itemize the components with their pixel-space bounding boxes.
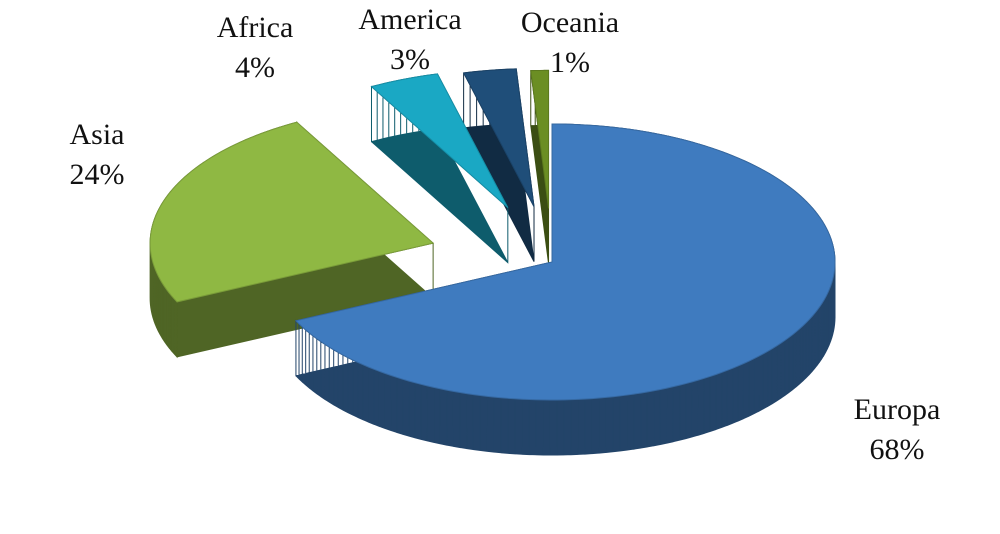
slice <box>370 73 509 208</box>
slice-label: Asia <box>70 118 125 151</box>
slice-label: America <box>358 3 461 36</box>
slice-value-label: 24% <box>70 158 125 191</box>
slice <box>462 68 535 207</box>
slice <box>149 121 435 303</box>
slice-value-label: 68% <box>870 433 925 466</box>
slice-label: Africa <box>217 11 294 44</box>
slice-value-label: 3% <box>390 43 430 76</box>
slice-label: Europa <box>854 393 941 426</box>
slice <box>530 69 550 209</box>
slice-label: Oceania <box>521 6 619 39</box>
slice-value-label: 1% <box>550 46 590 79</box>
slice-value-label: 4% <box>235 51 275 84</box>
slice <box>294 123 836 401</box>
